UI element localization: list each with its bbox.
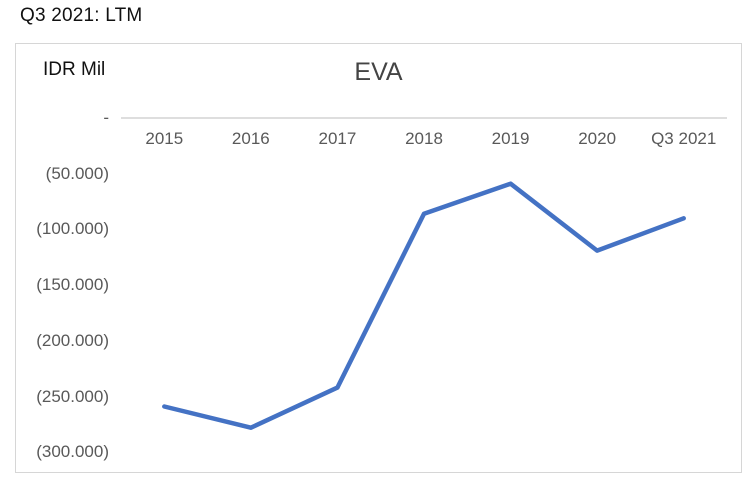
page-header-label: Q3 2021: LTM: [20, 5, 143, 26]
line-plot: [121, 117, 727, 430]
chart-title: EVA: [354, 58, 403, 86]
x-tick-label: 2015: [145, 129, 184, 148]
x-tick-label: 2020: [578, 129, 617, 148]
x-tick-label: Q3 2021: [651, 129, 717, 148]
x-tick-label: 2017: [318, 129, 357, 148]
y-tick-label: (200.000): [36, 330, 109, 350]
y-tick-label: (150.000): [36, 275, 109, 295]
x-tick-label: 2016: [231, 129, 270, 148]
y-tick-label: (300.000): [36, 442, 109, 462]
y-tick-label: (250.000): [36, 386, 109, 406]
eva-series-line: [162, 181, 686, 430]
x-tick-label: 2019: [491, 129, 530, 148]
x-tick-label: 2018: [405, 129, 443, 148]
y-tick-label: (50.000): [45, 163, 109, 183]
y-tick-label: -: [103, 108, 109, 127]
chart-frame: IDR Mil EVA - (50.000) (100.000) (150.000) (…: [15, 43, 742, 473]
axis-unit-label: IDR Mil: [43, 59, 106, 80]
y-tick-label: (100.000): [36, 219, 109, 239]
